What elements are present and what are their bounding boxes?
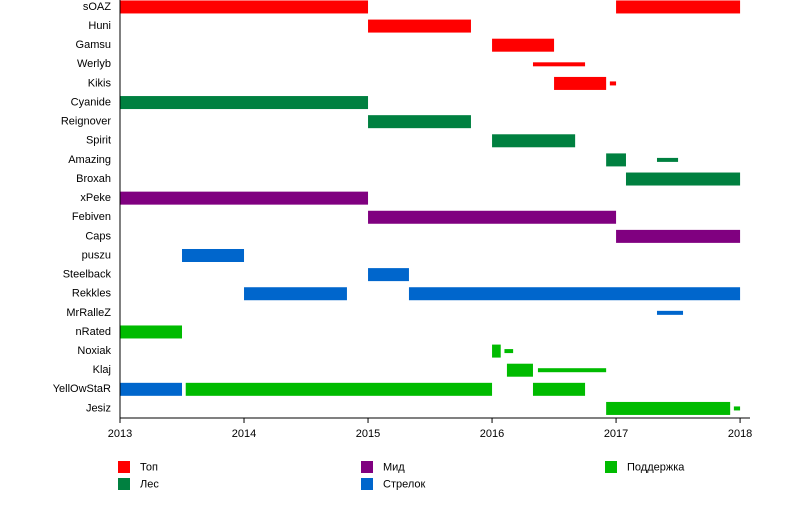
legend-label: Лес <box>140 478 159 490</box>
bar <box>606 401 731 415</box>
y-tick-label: Febiven <box>72 211 111 223</box>
y-tick-label: Caps <box>85 230 111 242</box>
bar <box>120 325 183 339</box>
x-tick-label: 2017 <box>604 428 628 440</box>
bar <box>616 0 741 14</box>
bar <box>120 96 369 110</box>
bar <box>532 382 586 396</box>
y-tick-label: nRated <box>76 326 111 338</box>
bar <box>120 382 183 396</box>
y-tick-label: xPeke <box>80 192 111 204</box>
bar <box>185 382 493 396</box>
y-tick-label: Huni <box>88 20 111 32</box>
legend-swatch <box>118 461 130 473</box>
x-tick-label: 2016 <box>480 428 504 440</box>
y-tick-label: Kikis <box>88 77 112 89</box>
y-tick-label: Noxiak <box>77 345 111 357</box>
y-tick-label: Reignover <box>61 116 111 128</box>
legend-label: Мид <box>383 461 405 473</box>
bar <box>532 62 586 67</box>
bar <box>506 363 533 377</box>
y-tick-label: Klaj <box>93 364 111 376</box>
y-tick-label: sOAZ <box>83 1 111 13</box>
bar <box>733 406 741 411</box>
bar <box>625 172 741 186</box>
y-tick-label: Gamsu <box>76 39 111 51</box>
legend-label: Поддержка <box>627 461 685 473</box>
legend-swatch <box>605 461 617 473</box>
bar <box>492 134 576 148</box>
bar <box>244 287 347 301</box>
legend-label: Стрелок <box>383 478 426 490</box>
bar <box>368 210 617 224</box>
y-tick-label: Amazing <box>68 154 111 166</box>
bar <box>120 0 369 14</box>
bar <box>368 115 471 129</box>
y-tick-label: Broxah <box>76 173 111 185</box>
y-tick-label: YellOwStaR <box>53 383 111 395</box>
y-tick-label: Rekkles <box>72 288 112 300</box>
x-tick-label: 2014 <box>232 428 256 440</box>
bar <box>609 81 617 86</box>
y-tick-label: MrRalleZ <box>66 307 111 319</box>
bar <box>182 248 245 262</box>
legend-label: Топ <box>140 461 158 473</box>
y-tick-label: Jesiz <box>86 402 111 414</box>
y-tick-label: Cyanide <box>71 96 111 108</box>
bar <box>492 344 501 358</box>
legend-swatch <box>118 478 130 490</box>
bar <box>368 268 409 282</box>
x-tick-label: 2018 <box>728 428 752 440</box>
bar <box>656 157 679 162</box>
y-tick-label: puszu <box>82 249 111 261</box>
y-tick-label: Spirit <box>86 135 111 147</box>
x-tick-label: 2013 <box>108 428 132 440</box>
bar <box>656 310 684 315</box>
bar <box>504 349 514 354</box>
bar <box>368 19 471 33</box>
legend-swatch <box>361 478 373 490</box>
x-tick-label: 2015 <box>356 428 380 440</box>
bar <box>554 76 607 90</box>
bar <box>120 191 369 205</box>
y-tick-label: Werlyb <box>77 58 111 70</box>
bar <box>492 38 555 52</box>
bar <box>606 153 626 167</box>
legend-swatch <box>361 461 373 473</box>
y-tick-label: Steelback <box>63 269 112 281</box>
bar <box>537 368 607 373</box>
bar <box>616 229 741 243</box>
bar <box>408 287 741 301</box>
